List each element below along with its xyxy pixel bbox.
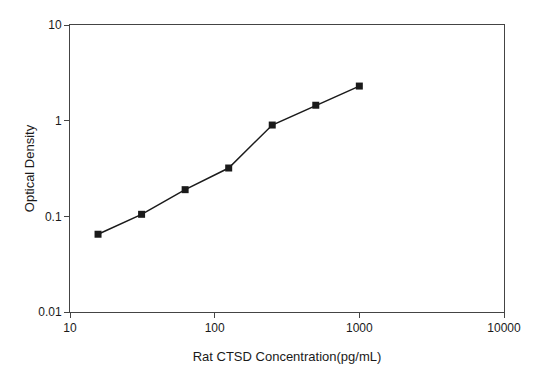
svg-text:100: 100 xyxy=(205,321,225,335)
svg-text:10000: 10000 xyxy=(487,321,521,335)
svg-text:0.1: 0.1 xyxy=(45,210,62,224)
svg-text:10: 10 xyxy=(48,18,62,32)
svg-text:10: 10 xyxy=(63,321,77,335)
svg-text:Optical Density: Optical Density xyxy=(22,124,37,212)
svg-text:1000: 1000 xyxy=(346,321,373,335)
svg-text:0.01: 0.01 xyxy=(38,305,62,319)
svg-text:1: 1 xyxy=(55,114,62,128)
svg-text:Rat CTSD Concentration(pg/mL): Rat CTSD Concentration(pg/mL) xyxy=(193,349,382,364)
